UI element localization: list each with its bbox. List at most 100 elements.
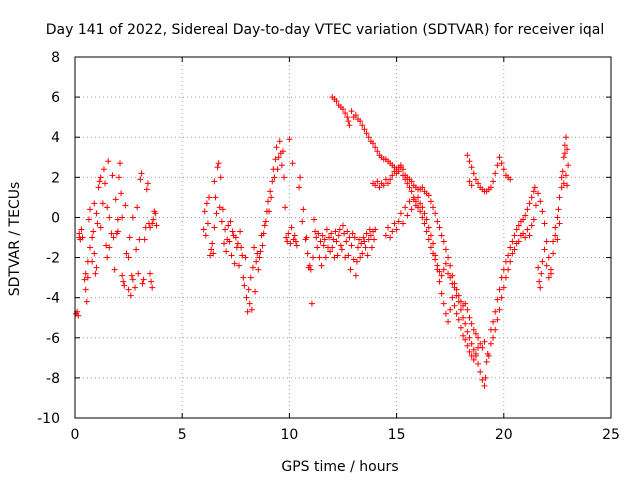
data-point xyxy=(329,244,336,251)
data-point xyxy=(221,240,228,247)
data-point xyxy=(251,244,258,251)
data-point xyxy=(387,176,394,183)
data-point xyxy=(494,316,501,323)
data-point xyxy=(314,244,321,251)
data-point xyxy=(364,252,371,259)
data-point xyxy=(552,224,559,231)
data-point xyxy=(528,222,535,229)
data-point xyxy=(539,258,546,265)
data-point xyxy=(229,228,236,235)
data-point xyxy=(397,162,404,169)
data-point xyxy=(231,260,238,267)
data-point xyxy=(524,206,531,213)
data-point xyxy=(468,340,475,347)
data-point xyxy=(262,218,269,225)
data-point xyxy=(315,230,322,237)
data-point xyxy=(445,318,452,325)
data-point xyxy=(466,334,473,341)
x-tick-label: 0 xyxy=(71,427,80,443)
data-point xyxy=(93,210,100,217)
plot-frame xyxy=(74,56,612,419)
data-point xyxy=(406,184,413,191)
data-point xyxy=(425,236,432,243)
data-point xyxy=(419,204,426,211)
x-tick-label: 10 xyxy=(280,427,298,443)
data-point xyxy=(278,162,285,169)
data-point xyxy=(455,316,462,323)
data-point xyxy=(490,178,497,185)
data-point xyxy=(562,172,569,179)
data-point xyxy=(212,194,219,201)
data-point xyxy=(481,338,488,345)
data-point xyxy=(309,254,316,261)
data-point xyxy=(254,250,261,257)
data-point xyxy=(436,278,443,285)
data-point xyxy=(389,228,396,235)
data-point xyxy=(477,340,484,347)
data-point xyxy=(425,192,432,199)
data-point xyxy=(243,294,250,301)
data-point xyxy=(464,342,471,349)
data-point xyxy=(457,324,464,331)
data-point xyxy=(487,340,494,347)
data-point xyxy=(481,382,488,389)
data-point xyxy=(331,254,338,261)
data-point xyxy=(95,184,102,191)
data-point xyxy=(564,182,571,189)
data-point xyxy=(522,234,529,241)
data-point xyxy=(412,202,419,209)
data-point xyxy=(466,314,473,321)
data-point xyxy=(323,226,330,233)
data-point xyxy=(532,202,539,209)
data-point xyxy=(343,238,350,245)
data-point xyxy=(451,302,458,309)
data-point xyxy=(93,264,100,271)
data-point xyxy=(432,252,439,259)
data-point xyxy=(445,254,452,261)
data-point xyxy=(547,270,554,277)
data-point xyxy=(363,230,370,237)
data-point xyxy=(515,238,522,245)
data-point xyxy=(289,160,296,167)
data-point xyxy=(344,114,351,121)
data-point xyxy=(82,286,89,293)
data-point xyxy=(472,350,479,357)
y-tick-label: 2 xyxy=(51,170,60,186)
data-point xyxy=(389,172,396,179)
data-point xyxy=(391,220,398,227)
data-point xyxy=(462,336,469,343)
data-point xyxy=(326,234,333,241)
data-point xyxy=(210,250,217,257)
data-point xyxy=(442,246,449,253)
data-point xyxy=(208,246,215,253)
data-point xyxy=(462,320,469,327)
data-point xyxy=(363,130,370,137)
data-point xyxy=(447,306,454,313)
data-point xyxy=(264,198,271,205)
data-point xyxy=(374,148,381,155)
data-point xyxy=(227,218,234,225)
data-point xyxy=(500,266,507,273)
data-point xyxy=(82,270,89,277)
data-point xyxy=(129,214,136,221)
data-point xyxy=(228,252,235,259)
data-point xyxy=(545,274,552,281)
chart-title: Day 141 of 2022, Sidereal Day-to-day VTE… xyxy=(46,22,604,38)
data-point xyxy=(455,292,462,299)
data-point xyxy=(247,274,254,281)
x-axis-label: GPS time / hours xyxy=(281,459,398,475)
data-point xyxy=(144,180,151,187)
data-point xyxy=(336,226,343,233)
data-point xyxy=(417,208,424,215)
data-point xyxy=(539,208,546,215)
data-point xyxy=(112,196,119,203)
data-point xyxy=(475,344,482,351)
data-point xyxy=(543,262,550,269)
data-point xyxy=(110,234,117,241)
data-point xyxy=(297,174,304,181)
data-point xyxy=(492,308,499,315)
data-point xyxy=(490,318,497,325)
data-point xyxy=(268,194,275,201)
y-tick-label: 8 xyxy=(51,50,60,66)
data-point xyxy=(135,270,142,277)
